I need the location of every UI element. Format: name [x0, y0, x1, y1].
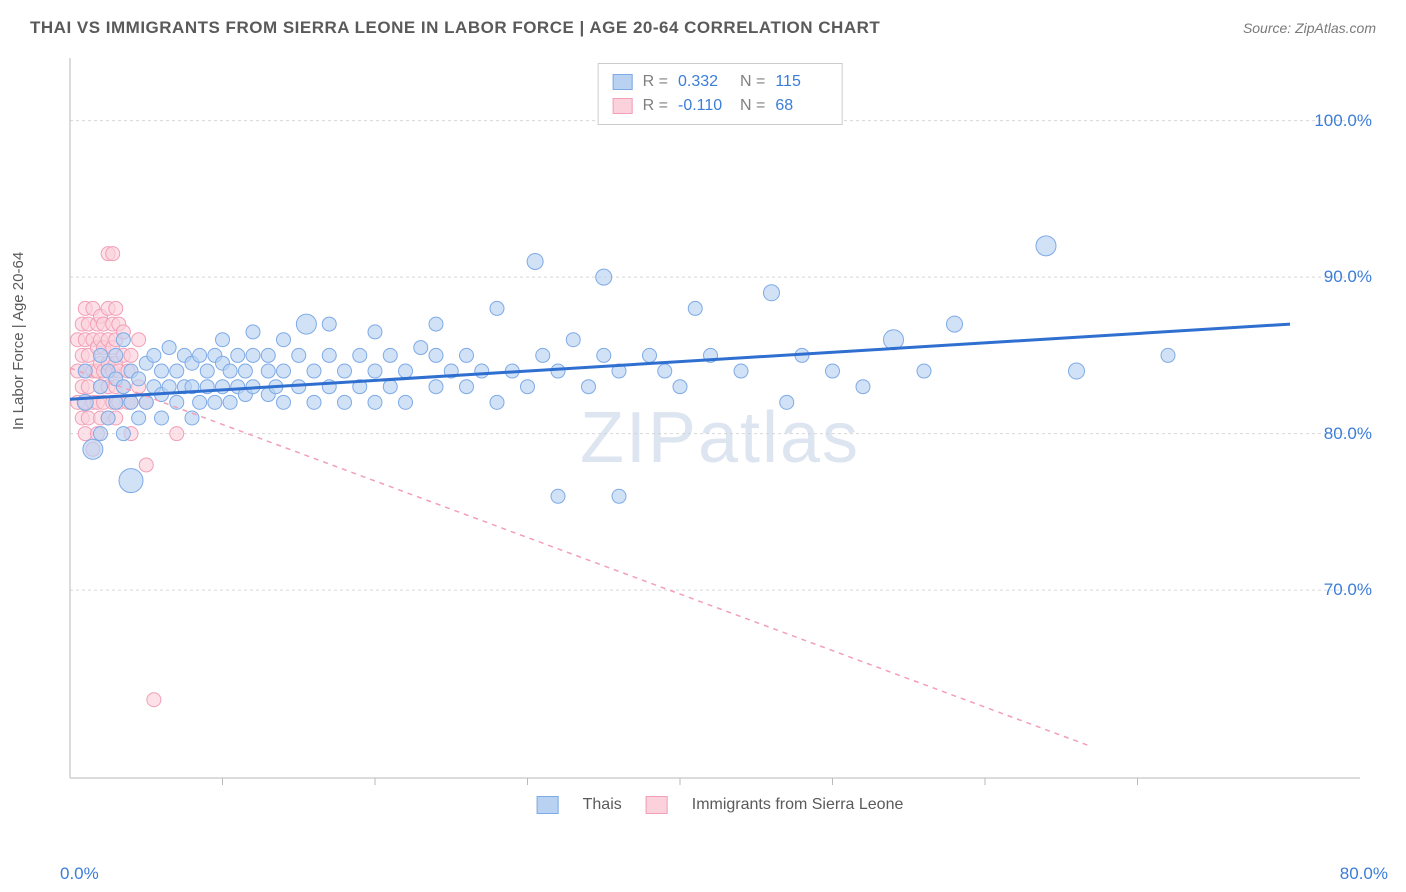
- chart-plot-area: ZIPatlas R = 0.332 N = 115 R = -0.110 N …: [60, 58, 1380, 818]
- x-axis-origin: 0.0%: [60, 864, 99, 884]
- legend-swatch-thais: [537, 796, 559, 814]
- y-tick-label: 100.0%: [1314, 111, 1372, 131]
- legend-label-thais: Thais: [583, 796, 622, 814]
- chart-title: THAI VS IMMIGRANTS FROM SIERRA LEONE IN …: [30, 18, 880, 38]
- legend-label-sierra: Immigrants from Sierra Leone: [692, 796, 904, 814]
- correlation-stats-box: R = 0.332 N = 115 R = -0.110 N = 68: [598, 63, 843, 125]
- series-legend: Thais Immigrants from Sierra Leone: [537, 796, 904, 814]
- y-tick-label: 70.0%: [1324, 580, 1372, 600]
- scatter-plot-svg: [60, 58, 1380, 818]
- stats-row-sierra: R = -0.110 N = 68: [613, 94, 828, 118]
- x-axis-max: 80.0%: [1340, 864, 1388, 884]
- y-tick-label: 90.0%: [1324, 267, 1372, 287]
- y-tick-label: 80.0%: [1324, 424, 1372, 444]
- y-axis-label: In Labor Force | Age 20-64: [10, 252, 27, 430]
- swatch-sierra: [613, 98, 633, 114]
- swatch-thais: [613, 74, 633, 90]
- source-attribution: Source: ZipAtlas.com: [1243, 20, 1376, 36]
- stats-row-thais: R = 0.332 N = 115: [613, 70, 828, 94]
- legend-swatch-sierra: [646, 796, 668, 814]
